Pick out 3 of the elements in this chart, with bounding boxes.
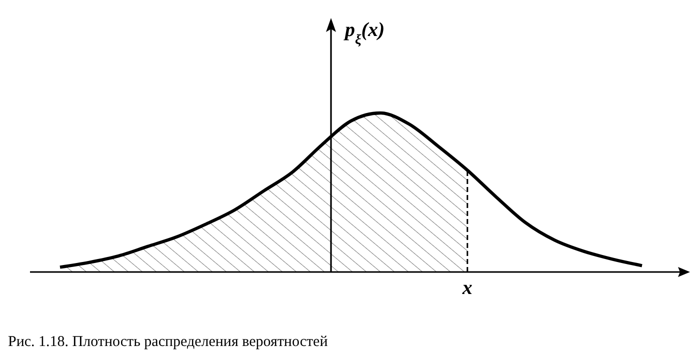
y-axis-title: p$_{ξ}$(x)	[343, 19, 385, 48]
text: Рис. 1.18. Плотность распределения вероятностей	[8, 334, 328, 350]
text: x	[461, 277, 472, 299]
